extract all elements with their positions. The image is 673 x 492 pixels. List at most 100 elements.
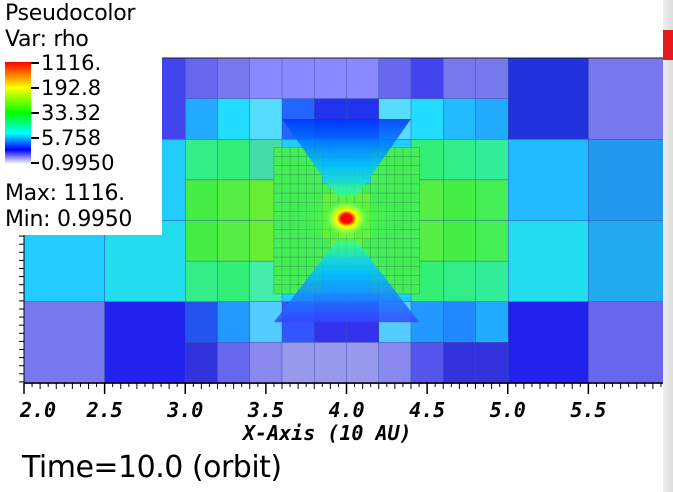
heatmap-cell <box>305 174 315 185</box>
colorbar-label-min: 0.9950 <box>41 151 115 175</box>
colorbar-label-max: 1116. <box>41 51 102 75</box>
heatmap-cell <box>249 98 283 140</box>
heatmap-cell <box>394 238 404 249</box>
heatmap-cell <box>588 220 670 303</box>
legend-max: Max: 1116. <box>5 181 125 206</box>
heatmap-cell <box>217 57 251 100</box>
heatmap-cell <box>273 265 283 276</box>
heatmap-cell <box>297 265 307 276</box>
colorbar-label: 192.8 <box>41 76 102 100</box>
heatmap-cell <box>305 256 315 267</box>
heatmap-cell <box>507 220 590 303</box>
heatmap-cell <box>297 256 307 267</box>
heatmap-cell <box>402 265 412 276</box>
heatmap-cell <box>281 183 291 194</box>
heatmap-cell <box>273 192 283 203</box>
heatmap-cell <box>410 174 420 185</box>
heatmap-cell <box>410 192 420 203</box>
heatmap-cell <box>402 238 412 249</box>
heatmap-cell <box>314 342 348 384</box>
heatmap-cell <box>402 156 412 167</box>
heatmap-cell <box>281 147 291 158</box>
heatmap-cell <box>249 301 283 344</box>
heatmap-cell <box>346 342 380 384</box>
heatmap-cell <box>394 192 404 203</box>
heatmap-cell <box>386 256 396 267</box>
heatmap-cell <box>273 238 283 249</box>
colorbar <box>5 62 31 164</box>
heatmap-cell <box>314 174 323 185</box>
heatmap-cell <box>394 174 404 185</box>
x-tick-label: 3.5 <box>247 398 284 422</box>
heatmap-cell <box>386 183 396 194</box>
heatmap-cell <box>281 174 291 185</box>
heatmap-cell <box>217 179 251 222</box>
heatmap-cell <box>386 265 396 276</box>
heatmap-cell <box>443 179 477 222</box>
heatmap-cell <box>394 265 404 276</box>
heatmap-cell <box>378 342 412 384</box>
heatmap-cell <box>289 147 299 158</box>
heatmap-cell <box>281 256 291 267</box>
heatmap-cell <box>273 229 283 240</box>
legend-title: Pseudocolor <box>5 1 136 26</box>
heatmap-cell <box>394 247 404 258</box>
heatmap-cell <box>281 165 291 176</box>
heatmap-cell <box>588 57 670 140</box>
colorbar-tick <box>31 162 39 164</box>
heatmap-cell <box>185 342 219 384</box>
heatmap-cell <box>410 201 420 212</box>
x-tick-label: 5.0 <box>489 398 526 422</box>
heatmap-cell <box>217 342 251 384</box>
window-edge <box>663 0 673 492</box>
heatmap-cell <box>410 98 444 140</box>
x-tick-label: 3.0 <box>167 398 204 422</box>
heatmap-cell <box>23 301 106 384</box>
heatmap-cell <box>297 247 307 258</box>
heatmap-cell <box>410 256 420 267</box>
density-funnel-top <box>282 118 411 197</box>
heatmap-cell <box>273 247 283 258</box>
heatmap-cell <box>394 256 404 267</box>
heatmap-cell <box>402 174 412 185</box>
heatmap-cell <box>281 247 291 258</box>
heatmap-cell <box>305 247 315 258</box>
heatmap-cell <box>185 179 219 222</box>
heatmap-cell <box>402 183 412 194</box>
heatmap-cell <box>370 174 380 185</box>
heatmap-cell <box>273 156 283 167</box>
heatmap-cell <box>346 57 380 100</box>
heatmap-cell <box>249 342 283 384</box>
heatmap-cell <box>410 342 444 384</box>
heatmap-cell <box>443 57 477 100</box>
heatmap-cell <box>289 238 299 249</box>
heatmap-cell <box>402 256 412 267</box>
heatmap-cell <box>402 247 412 258</box>
heatmap-cell <box>378 57 412 100</box>
heatmap-cell <box>297 174 307 185</box>
heatmap-cell <box>378 247 388 258</box>
window-edge-accent <box>663 30 673 60</box>
heatmap-cell <box>185 260 219 303</box>
heatmap-cell <box>588 139 670 222</box>
heatmap-cell <box>297 156 307 167</box>
heatmap-cell <box>249 57 283 100</box>
heatmap-cell <box>410 229 420 240</box>
heatmap-cell <box>305 165 315 176</box>
heatmap-cell <box>273 275 283 286</box>
heatmap-cell <box>386 238 396 249</box>
heatmap-cell <box>185 139 219 181</box>
heatmap-cell <box>410 238 420 249</box>
colorbar-tick <box>31 87 39 89</box>
heatmap-cell <box>273 284 283 295</box>
heatmap-cell <box>104 301 186 384</box>
heatmap-cell <box>378 165 388 176</box>
heatmap-cell <box>402 201 412 212</box>
colorbar-tick <box>31 112 39 114</box>
heatmap-cell <box>402 275 412 286</box>
heatmap-cell <box>378 174 388 185</box>
heatmap-cell <box>273 174 283 185</box>
heatmap-cell <box>443 220 477 262</box>
density-funnel-bottom <box>273 240 420 323</box>
heatmap-cell <box>475 179 509 222</box>
